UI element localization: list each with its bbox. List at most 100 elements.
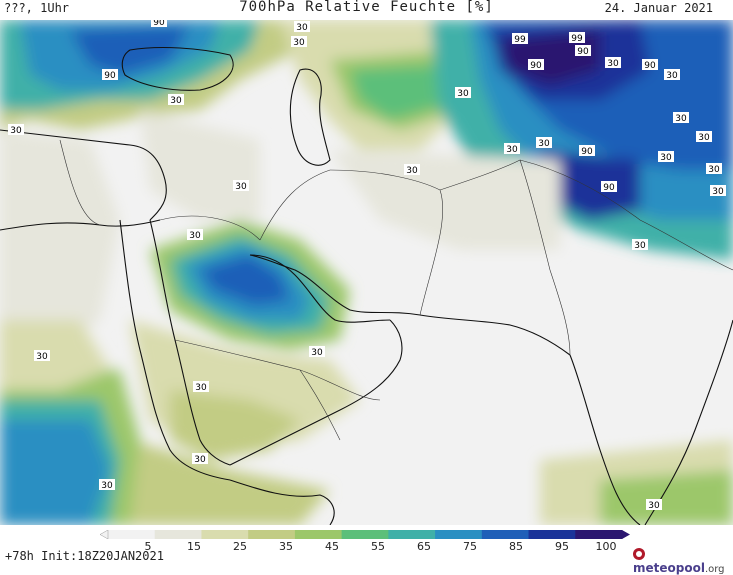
svg-text:30: 30 [666, 71, 678, 81]
svg-text:30: 30 [170, 96, 182, 106]
svg-text:30: 30 [712, 187, 724, 197]
valid-time-label: ???, 1Uhr [4, 1, 70, 15]
contour-label: 99 [512, 33, 528, 45]
contour-label: 30 [192, 453, 208, 465]
svg-text:90: 90 [581, 147, 593, 157]
contour-label: 30 [664, 69, 680, 81]
contour-label: 30 [309, 346, 325, 358]
legend-color-cell [528, 530, 576, 539]
legend-label: 55 [371, 540, 385, 553]
contour-label: 99 [569, 32, 585, 44]
contour-label: 30 [34, 350, 50, 362]
contour-label: 30 [99, 479, 115, 491]
svg-text:30: 30 [189, 231, 201, 241]
legend-left-arrow [100, 530, 109, 539]
legend-color-cell [575, 530, 623, 539]
humidity-map: 90 30 90 30 30 30 99 90 99 90 30 90 30 3… [0, 20, 733, 525]
date-label: 24. Januar 2021 [604, 1, 713, 15]
contour-label: 90 [642, 59, 658, 71]
legend-label: 95 [555, 540, 569, 553]
borders [59, 139, 733, 441]
legend-label: 75 [463, 540, 477, 553]
svg-text:30: 30 [406, 166, 418, 176]
map-header: ???, 1Uhr 700hPa Relative Feuchte [%] 24… [0, 0, 733, 20]
svg-text:30: 30 [36, 352, 48, 362]
svg-text:30: 30 [101, 481, 113, 491]
forecast-run-label: +78h Init:18Z20JAN2021 [5, 549, 164, 563]
contour-label: 30 [658, 151, 674, 163]
meteopool-logo: meteopool.org [633, 547, 733, 575]
legend-label: 65 [417, 540, 431, 553]
contour-label: 30 [696, 131, 712, 143]
color-legend [100, 530, 630, 539]
contour-label: 30 [455, 87, 471, 99]
svg-text:30: 30 [675, 114, 687, 124]
contour-label: 90 [575, 45, 591, 57]
legend-label: 5 [144, 540, 152, 553]
legend-labels: 5 15 25 35 45 55 65 75 85 95 100 [0, 540, 733, 554]
legend-color-cell [481, 530, 530, 539]
contour-label: 30 [294, 21, 310, 33]
svg-text:90: 90 [577, 47, 589, 57]
legend-color-cell [201, 530, 249, 539]
svg-text:30: 30 [195, 383, 207, 393]
legend-label: 15 [187, 540, 201, 553]
contour-label: 30 [710, 185, 726, 197]
legend-label: 85 [509, 540, 523, 553]
contour-label: 30 [404, 164, 420, 176]
contour-label: 30 [187, 229, 203, 241]
svg-text:30: 30 [235, 182, 247, 192]
legend-color-cell [341, 530, 389, 539]
legend-color-cell [108, 530, 156, 539]
legend-color-cell [435, 530, 483, 539]
svg-text:30: 30 [698, 133, 710, 143]
svg-text:30: 30 [194, 455, 206, 465]
contour-label: 30 [646, 499, 662, 511]
contour-label: 30 [504, 143, 520, 155]
svg-text:30: 30 [708, 165, 720, 175]
svg-text:30: 30 [293, 38, 305, 48]
logo-name: meteopool [633, 561, 705, 575]
contour-label: 90 [102, 69, 118, 81]
svg-text:90: 90 [153, 20, 165, 28]
svg-text:90: 90 [644, 61, 656, 71]
legend-color-cell [388, 530, 436, 539]
contour-label: 90 [151, 20, 167, 28]
contour-label: 30 [673, 112, 689, 124]
contour-label: 30 [168, 94, 184, 106]
map-title: 700hPa Relative Feuchte [%] [239, 0, 494, 15]
contour-label: 30 [536, 137, 552, 149]
contour-label: 30 [193, 381, 209, 393]
svg-text:30: 30 [634, 241, 646, 251]
legend-color-cell [294, 530, 343, 539]
svg-text:30: 30 [506, 145, 518, 155]
legend-label: 35 [279, 540, 293, 553]
legend-color-cell [154, 530, 202, 539]
svg-text:30: 30 [538, 139, 550, 149]
svg-text:90: 90 [530, 61, 542, 71]
contour-label: 90 [579, 145, 595, 157]
svg-text:90: 90 [603, 183, 615, 193]
contour-label: 30 [233, 180, 249, 192]
contour-label: 30 [605, 57, 621, 69]
svg-text:99: 99 [571, 34, 583, 44]
legend-label: 100 [595, 540, 617, 553]
legend-right-arrow [622, 530, 630, 539]
contour-label: 90 [528, 59, 544, 71]
svg-text:30: 30 [607, 59, 619, 69]
svg-text:90: 90 [104, 71, 116, 81]
svg-text:99: 99 [514, 35, 526, 45]
svg-text:30: 30 [10, 126, 22, 136]
legend-label: 25 [233, 540, 247, 553]
contour-label: 30 [632, 239, 648, 251]
contour-label: 90 [601, 181, 617, 193]
svg-text:30: 30 [660, 153, 672, 163]
svg-text:30: 30 [648, 501, 660, 511]
contour-labels: 90 30 90 30 30 30 99 90 99 90 30 90 30 3… [8, 20, 726, 511]
legend-color-cell [248, 530, 296, 539]
logo-mark-icon [633, 548, 645, 560]
contour-label: 30 [706, 163, 722, 175]
svg-text:30: 30 [457, 89, 469, 99]
svg-text:30: 30 [311, 348, 323, 358]
legend-label: 45 [325, 540, 339, 553]
